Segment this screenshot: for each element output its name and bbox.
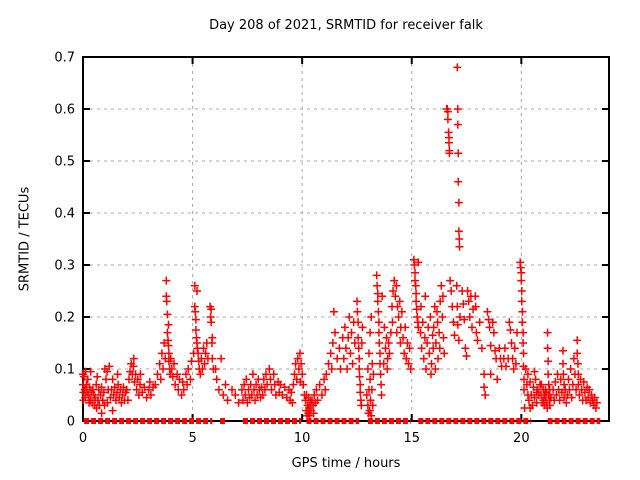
plot-border	[82, 56, 610, 422]
y-tick-label: 0.2	[54, 311, 75, 326]
x-tick-label: 5	[188, 431, 196, 446]
x-axis-label: GPS time / hours	[291, 456, 401, 471]
x-tick-label: 0	[79, 431, 87, 446]
x-tick-label: 20	[513, 431, 530, 446]
gridlines	[83, 57, 609, 421]
y-tick-label: 0.5	[54, 155, 75, 170]
axis-ticks	[82, 56, 609, 422]
x-tick-label: 15	[403, 431, 420, 446]
y-tick-label: 0.6	[54, 103, 75, 118]
scatter-points	[79, 63, 601, 420]
y-tick-label: 0	[67, 415, 75, 430]
y-tick-label: 0.7	[54, 51, 75, 66]
y-tick-label: 0.1	[54, 363, 75, 378]
chart-title: Day 208 of 2021, SRMTID for receiver fal…	[209, 18, 483, 33]
x-tick-label: 10	[294, 431, 311, 446]
tick-labels: 0 0.1 0.2 0.3 0.4 0.5 0.6 0.7 0 5 10 15 20	[54, 51, 529, 447]
y-tick-label: 0.4	[54, 207, 75, 222]
y-tick-label: 0.3	[54, 259, 75, 274]
